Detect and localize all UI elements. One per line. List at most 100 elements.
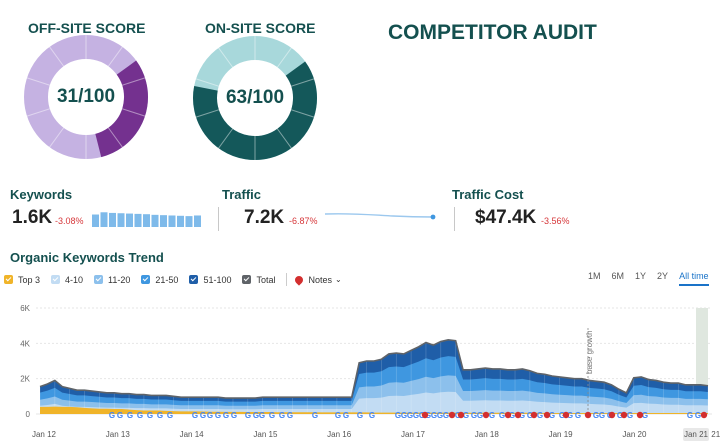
donut-segment-divider (26, 77, 51, 86)
total-line (39, 338, 709, 399)
metric-divider (454, 207, 455, 231)
google-update-icon: G (413, 411, 419, 420)
checkbox-icon[interactable] (94, 275, 104, 284)
google-update-icon: G (117, 411, 123, 420)
y-tick-label: 0 (26, 410, 31, 419)
legend-21-50[interactable]: 21-50 (141, 275, 178, 285)
google-update-icon: G (477, 411, 483, 420)
note-marker-icon (421, 411, 429, 419)
legend-label: Total (256, 274, 276, 285)
google-update-icon: G (215, 411, 221, 420)
range-1y[interactable]: 1Y (635, 271, 647, 281)
note-marker-icon (530, 411, 538, 419)
legend-11-20[interactable]: 11-20 (94, 275, 130, 285)
google-update-icon: G (407, 411, 413, 420)
y-tick-label: 6K (20, 304, 30, 313)
checkbox-icon[interactable] (141, 275, 151, 284)
legend-top3[interactable]: Top 3 (4, 275, 40, 285)
google-update-icon: G (519, 411, 525, 420)
metric-divider (218, 207, 219, 231)
google-update-icon: G (509, 411, 515, 420)
google-update-icon: G (269, 411, 275, 420)
google-update-icon: G (559, 411, 565, 420)
checkbox-icon[interactable] (189, 275, 199, 284)
x-tick-label: Jan 13 (106, 430, 131, 439)
keyword-bar (151, 214, 159, 227)
google-update-icon: G (443, 411, 449, 420)
google-update-icon: G (312, 411, 318, 420)
keyword-bar (100, 212, 108, 227)
note-marker-icon (482, 411, 490, 419)
legend-51-100[interactable]: 51-100 (189, 275, 231, 285)
note-marker-icon (457, 411, 465, 419)
traffic-cost-value: $47.4K (475, 207, 537, 228)
on-site-score-donut: 63/100 (192, 35, 318, 161)
google-update-icon: G (200, 411, 206, 420)
checkbox-icon[interactable] (4, 275, 13, 284)
y-tick-label: 2K (20, 375, 30, 384)
google-update-icon: G (245, 411, 251, 420)
google-update-icon: G (567, 411, 573, 420)
google-update-icon: G (335, 411, 341, 420)
google-update-icon: G (599, 411, 605, 420)
y-tick-label: 4K (20, 339, 30, 348)
google-update-icon: G (259, 411, 265, 420)
note-marker-icon (562, 411, 570, 419)
x-tick-label: Jan 15 (253, 430, 278, 439)
annotation-label: base growth (585, 330, 594, 374)
note-marker-icon (504, 411, 512, 419)
x-tick-label: Jan 12 (32, 430, 57, 439)
google-update-icon: G (471, 411, 477, 420)
google-update-icon: G (109, 411, 115, 420)
google-update-icon: G (489, 411, 495, 420)
donut-segment-divider (107, 127, 123, 148)
google-update-icon: G (499, 411, 505, 420)
notes-dropdown[interactable]: Notes ⌄ (293, 273, 342, 286)
legend-4-10[interactable]: 4-10 (51, 275, 83, 285)
google-update-icon: G (167, 411, 173, 420)
traffic-sparkline-dot (430, 214, 436, 220)
keyword-bar (177, 215, 184, 227)
page-title: COMPETITOR AUDIT (388, 21, 597, 44)
google-update-icon: G (223, 411, 229, 420)
legend-total[interactable]: Total (242, 275, 275, 285)
keywords-change: -3.08% (55, 216, 84, 226)
checkbox-icon[interactable] (51, 275, 61, 284)
google-update-icon: G (549, 411, 555, 420)
legend-label: 51-100 (203, 274, 232, 285)
donut-segment-divider (26, 108, 51, 117)
donut-segment-divider (195, 109, 220, 118)
band-top3 (40, 406, 708, 414)
donut-segment-divider (107, 46, 123, 67)
google-update-icon: G (627, 411, 633, 420)
x-tick-label: Jan 18 (475, 430, 500, 439)
band-4-10 (40, 391, 708, 414)
google-update-icon: G (395, 411, 401, 420)
note-marker-icon (514, 411, 522, 419)
off-site-donut-chart (23, 34, 148, 159)
google-update-icon: G (192, 411, 198, 420)
google-update-icon: G (695, 411, 701, 420)
donut-segment-divider (218, 47, 234, 68)
donut-segment-divider (276, 128, 292, 149)
google-update-icon: G (687, 411, 693, 420)
range-2y[interactable]: 2Y (657, 271, 669, 281)
donut-segment-divider (195, 78, 220, 87)
range-1m[interactable]: 1M (588, 271, 601, 281)
donut-score-arc (23, 34, 148, 159)
google-update-icon: G (575, 411, 581, 420)
current-period-highlight (683, 428, 709, 441)
google-update-icon: G (231, 411, 237, 420)
traffic-sparkline (324, 213, 436, 220)
x-tick-label: Jan 16 (327, 430, 352, 439)
keyword-bar (143, 214, 150, 227)
google-update-icon: G (147, 411, 153, 420)
range-6m[interactable]: 6M (611, 271, 625, 281)
google-update-icon: G (642, 411, 648, 420)
traffic-change: -6.87% (289, 216, 318, 226)
checkbox-icon[interactable] (242, 275, 252, 284)
google-update-icon: G (617, 411, 623, 420)
donut-segment-divider (290, 109, 315, 118)
range-all-time[interactable]: All time (679, 271, 709, 286)
